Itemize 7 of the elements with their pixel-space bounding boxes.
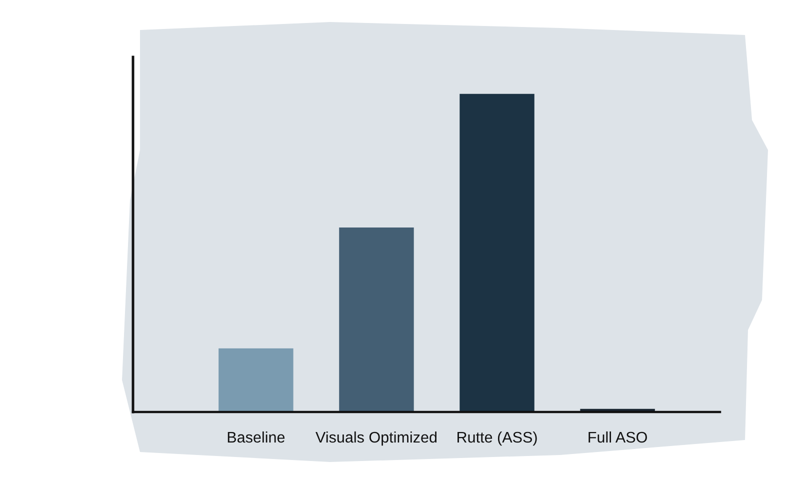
bar (218, 348, 294, 412)
bar (339, 228, 414, 412)
x-tick-label: Full ASO (588, 431, 647, 443)
x-tick-label: Baseline (228, 431, 285, 443)
x-tick-label: Rutte (ASS) (458, 431, 537, 446)
bar (460, 94, 534, 412)
x-tick-label: Visuals Optimized (316, 431, 436, 446)
